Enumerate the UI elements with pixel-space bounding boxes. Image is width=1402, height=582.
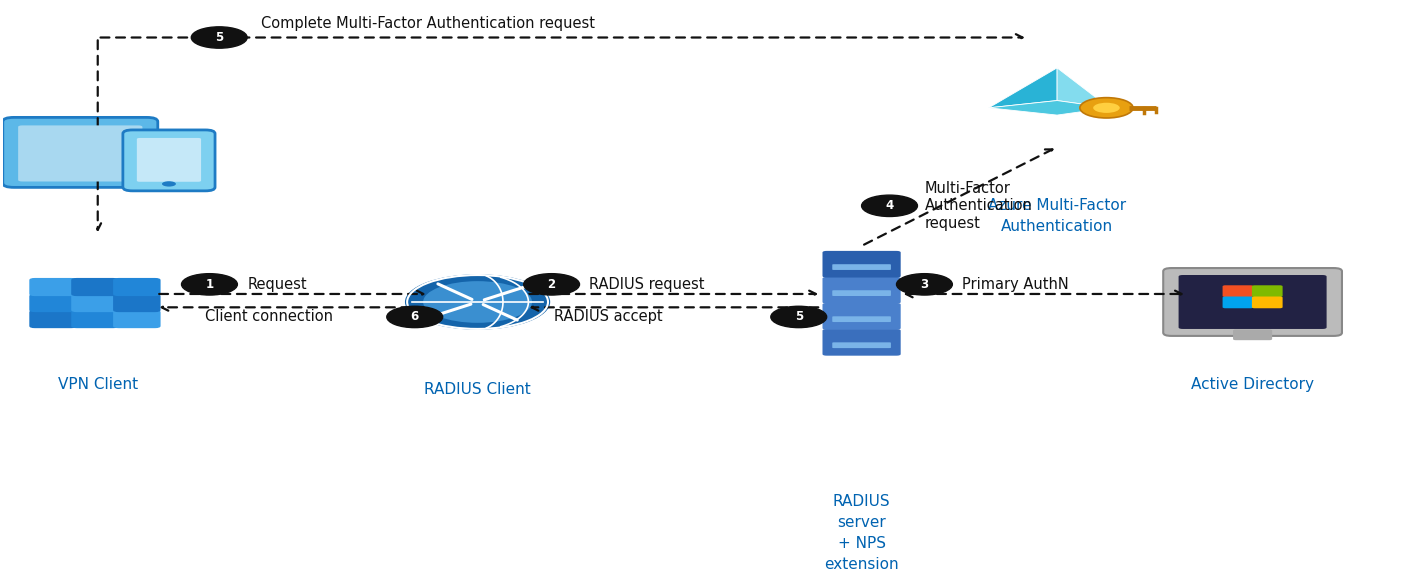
Text: Multi-Factor
Authentication
request: Multi-Factor Authentication request <box>924 181 1032 230</box>
Text: 3: 3 <box>920 278 928 291</box>
Text: 4: 4 <box>886 199 893 212</box>
FancyBboxPatch shape <box>123 130 215 191</box>
FancyBboxPatch shape <box>114 294 161 312</box>
Text: RADIUS
server
+ NPS
extension: RADIUS server + NPS extension <box>824 494 899 572</box>
Polygon shape <box>988 68 1057 108</box>
Polygon shape <box>988 101 1109 115</box>
FancyBboxPatch shape <box>1252 296 1283 308</box>
FancyBboxPatch shape <box>833 316 890 322</box>
FancyBboxPatch shape <box>823 329 900 356</box>
Circle shape <box>524 274 579 295</box>
FancyBboxPatch shape <box>833 264 890 270</box>
Text: Active Directory: Active Directory <box>1192 377 1314 392</box>
Text: Request: Request <box>247 277 307 292</box>
FancyBboxPatch shape <box>114 278 161 296</box>
Text: 5: 5 <box>215 31 223 44</box>
Text: Client connection: Client connection <box>205 310 334 324</box>
Circle shape <box>405 274 550 330</box>
Circle shape <box>1094 103 1120 113</box>
FancyBboxPatch shape <box>1252 285 1283 297</box>
FancyBboxPatch shape <box>114 310 161 328</box>
FancyBboxPatch shape <box>1232 329 1272 340</box>
Text: RADIUS Client: RADIUS Client <box>425 382 531 397</box>
FancyBboxPatch shape <box>29 278 77 296</box>
Text: Azure Multi-Factor
Authentication: Azure Multi-Factor Authentication <box>988 198 1126 234</box>
FancyBboxPatch shape <box>137 138 200 182</box>
Circle shape <box>423 281 531 323</box>
FancyBboxPatch shape <box>29 310 77 328</box>
Circle shape <box>191 27 247 48</box>
FancyBboxPatch shape <box>29 294 77 312</box>
FancyBboxPatch shape <box>72 310 119 328</box>
Circle shape <box>1080 98 1133 118</box>
Circle shape <box>896 274 952 295</box>
Text: Complete Multi-Factor Authentication request: Complete Multi-Factor Authentication req… <box>261 16 594 31</box>
FancyBboxPatch shape <box>823 251 900 278</box>
Polygon shape <box>1057 68 1109 108</box>
Text: RADIUS request: RADIUS request <box>589 277 705 292</box>
Circle shape <box>163 181 175 187</box>
Circle shape <box>862 195 917 217</box>
FancyBboxPatch shape <box>3 118 158 187</box>
Circle shape <box>181 274 237 295</box>
Text: VPN Client: VPN Client <box>57 377 137 392</box>
FancyBboxPatch shape <box>823 277 900 304</box>
FancyBboxPatch shape <box>72 294 119 312</box>
Text: 1: 1 <box>205 278 213 291</box>
FancyBboxPatch shape <box>1223 285 1253 297</box>
Text: 2: 2 <box>548 278 555 291</box>
Circle shape <box>387 306 443 328</box>
Text: 6: 6 <box>411 310 419 324</box>
Text: RADIUS accept: RADIUS accept <box>554 310 663 324</box>
FancyBboxPatch shape <box>1223 296 1253 308</box>
FancyBboxPatch shape <box>823 303 900 329</box>
Text: 5: 5 <box>795 310 803 324</box>
Text: Primary AuthN: Primary AuthN <box>962 277 1068 292</box>
FancyBboxPatch shape <box>1164 268 1342 336</box>
FancyBboxPatch shape <box>1179 275 1326 329</box>
FancyBboxPatch shape <box>833 342 890 348</box>
FancyBboxPatch shape <box>833 290 890 296</box>
FancyBboxPatch shape <box>18 125 143 182</box>
Circle shape <box>771 306 827 328</box>
FancyBboxPatch shape <box>72 278 119 296</box>
